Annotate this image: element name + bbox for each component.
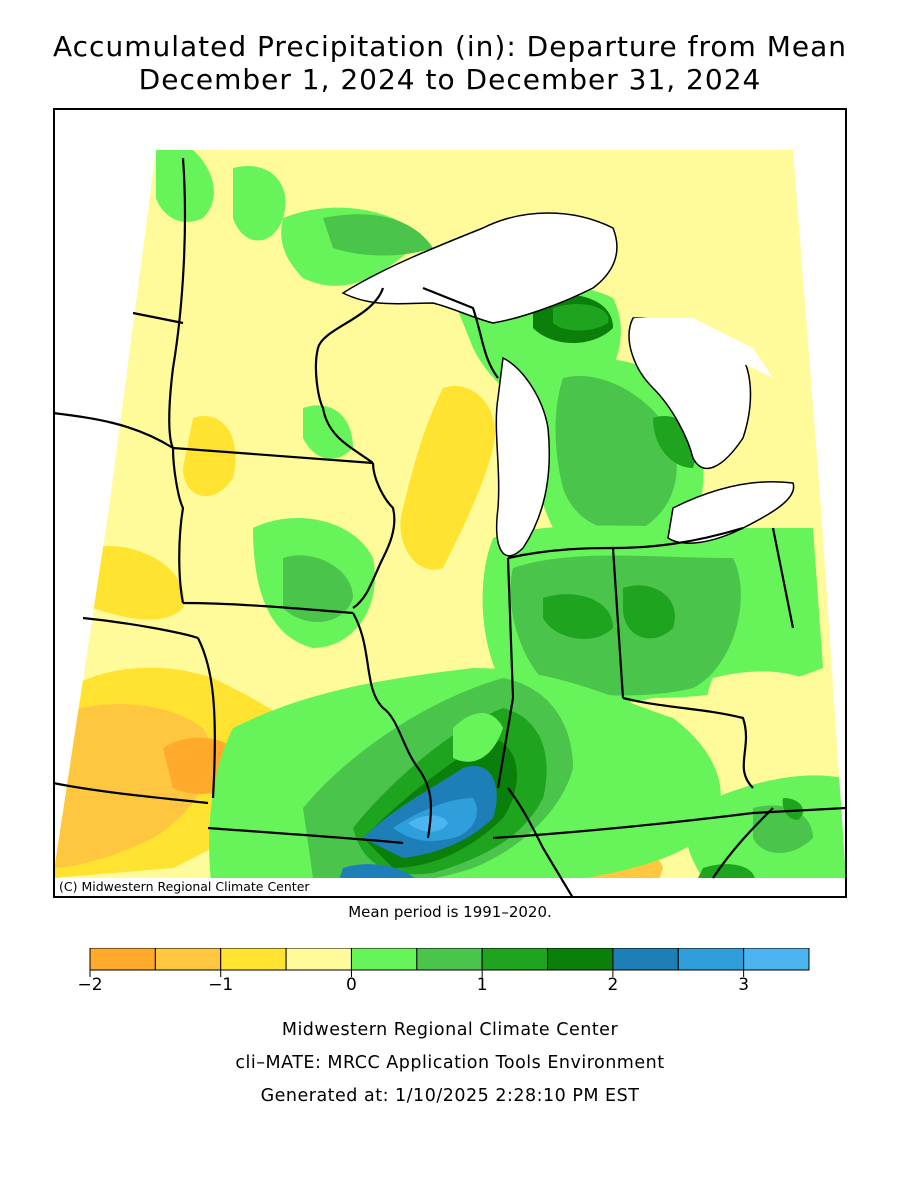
legend-bin-0 xyxy=(89,948,156,971)
legend-tick-label: 3 xyxy=(738,975,750,995)
legend-tick-label: 0 xyxy=(346,975,357,995)
map-credit: (C) Midwestern Regional Climate Center xyxy=(55,878,315,895)
footer-generated: Generated at: 1/10/2025 2:28:10 PM EST xyxy=(260,1086,640,1106)
mean-period-note: Mean period is 1991–2020. xyxy=(348,903,552,921)
color-legend xyxy=(89,948,810,977)
legend-bin-1 xyxy=(154,948,222,971)
lake-michigan xyxy=(495,356,551,557)
state-boundaries xyxy=(53,157,847,898)
precipitation-map xyxy=(53,108,847,898)
legend-bin-4 xyxy=(350,948,418,971)
georgian-bay xyxy=(633,318,773,378)
legend-bin-6 xyxy=(481,948,549,971)
legend-bin-2 xyxy=(220,948,287,971)
footer-organization: Midwestern Regional Climate Center xyxy=(281,1020,619,1040)
great-lakes xyxy=(341,212,795,557)
lake-superior xyxy=(341,212,618,324)
map-date-range: December 1, 2024 to December 31, 2024 xyxy=(138,63,762,96)
legend-tick-label: 2 xyxy=(607,975,619,995)
map-border xyxy=(53,108,847,898)
legend-tick-label: −2 xyxy=(77,975,103,995)
sd-mn-ia-line xyxy=(53,411,374,465)
legend-bin-3 xyxy=(285,948,352,971)
legend-bin-5 xyxy=(416,948,483,971)
legend-tick-label: −1 xyxy=(208,975,234,995)
footer-tool: cli–MATE: MRCC Application Tools Environ… xyxy=(235,1053,665,1073)
map-title: Accumulated Precipitation (in): Departur… xyxy=(53,30,847,63)
lake-erie xyxy=(667,480,795,544)
legend-bin-8 xyxy=(612,948,679,971)
legend-bin-7 xyxy=(547,948,614,971)
legend-tick-label: 1 xyxy=(476,975,488,995)
legend-bin-10 xyxy=(743,948,810,971)
legend-bin-9 xyxy=(677,948,745,971)
mn-nd-border xyxy=(168,157,187,449)
